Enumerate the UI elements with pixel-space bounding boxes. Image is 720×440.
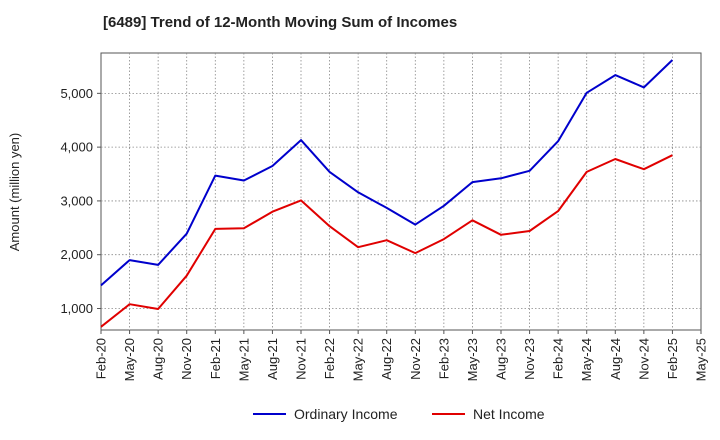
y-axis-title: Amount (million yen) (7, 133, 22, 252)
x-tick-label: Aug-22 (379, 338, 394, 380)
x-tick-label: Feb-22 (322, 338, 337, 379)
y-tick-label: 1,000 (60, 301, 93, 316)
x-tick-label: Aug-21 (265, 338, 280, 380)
x-tick-label: May-20 (122, 338, 137, 381)
x-tick-label: Aug-24 (608, 338, 623, 380)
x-tick-label: May-22 (351, 338, 366, 381)
x-tick-label: May-21 (236, 338, 251, 381)
y-tick-label: 5,000 (60, 86, 93, 101)
legend-label-net-income: Net Income (473, 406, 545, 422)
grid-layer (101, 53, 701, 330)
series-line-ordinary-income (100, 59, 674, 287)
x-tick-label: Nov-24 (636, 338, 651, 380)
x-tick-label: May-25 (694, 338, 709, 381)
x-tick-label: Nov-22 (408, 338, 423, 380)
x-tick-label: Aug-20 (151, 338, 166, 380)
plot-area (100, 52, 702, 331)
chart-title: [6489] Trend of 12-Month Moving Sum of I… (103, 14, 458, 31)
x-tick-label: Nov-20 (179, 338, 194, 380)
series-line-net-income (100, 154, 673, 328)
x-tick-label: May-23 (465, 338, 480, 381)
y-tick-label: 4,000 (60, 140, 93, 155)
x-tick-label: Feb-25 (665, 338, 680, 379)
y-tick-label: 3,000 (60, 193, 93, 208)
series-layer (100, 59, 674, 328)
x-tick-label: Feb-20 (94, 338, 109, 379)
x-tick-label: May-24 (579, 338, 594, 381)
x-tick-label: Nov-23 (522, 338, 537, 380)
y-tick-label: 2,000 (60, 247, 93, 262)
x-tick-label: Feb-24 (551, 338, 566, 379)
axis-layer: 1,000 2,000 3,000 4,000 5,000 Feb-20 May-20 Aug… (60, 86, 708, 382)
legend: Ordinary Income Net Income (253, 406, 545, 422)
legend-label-ordinary-income: Ordinary Income (294, 406, 398, 422)
x-tick-label: Aug-23 (494, 338, 509, 380)
x-tick-label: Feb-23 (436, 338, 451, 379)
x-tick-label: Nov-21 (294, 338, 309, 380)
x-tick-label: Feb-21 (208, 338, 223, 379)
